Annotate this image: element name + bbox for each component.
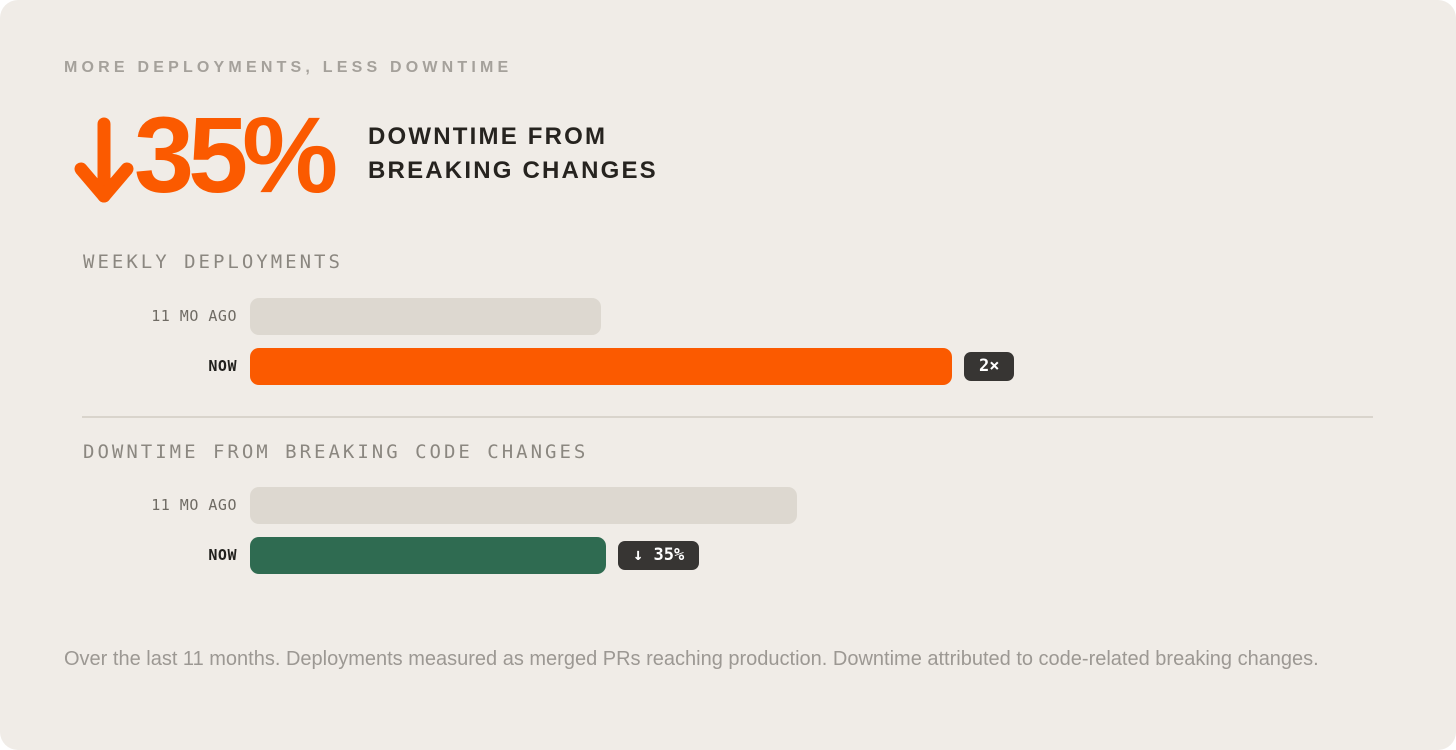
bar-category-label: 11 MO AGO [151,496,237,514]
reduction-badge: ↓ 35% [618,540,700,570]
headline-stat-value: 35% [134,94,338,215]
multiplier-badge: 2× [964,351,1015,381]
bar-row-deployments-before: 11 MO AGO [83,297,601,335]
bar-deployments-before [250,297,601,335]
bar-deployments-now [250,347,952,385]
bar-category-label: 11 MO AGO [151,307,237,325]
chart-title-downtime: DOWNTIME FROM BREAKING CODE CHANGES [83,441,589,463]
bar-row-deployments-now: NOW 2× [83,347,1015,385]
bar-category-label: NOW [208,357,237,375]
bar-downtime-before [250,486,797,524]
bar-row-downtime-before: 11 MO AGO [83,486,797,524]
bar-row-downtime-now: NOW ↓ 35% [83,536,700,574]
chart-title-weekly-deployments: WEEKLY DEPLOYMENTS [83,251,343,273]
stat-label-line2: BREAKING CHANGES [368,157,658,184]
bar-category-label: NOW [208,546,237,564]
stat-label-line1: DOWNTIME FROM [368,123,608,150]
bar-downtime-now [250,536,606,574]
eyebrow-title: MORE DEPLOYMENTS, LESS DOWNTIME [64,59,513,76]
section-divider [82,416,1373,418]
footnote: Over the last 11 months. Deployments mea… [64,648,1319,670]
headline-stat-label: DOWNTIME FROM BREAKING CHANGES [368,120,658,188]
down-arrow-icon [72,116,136,208]
